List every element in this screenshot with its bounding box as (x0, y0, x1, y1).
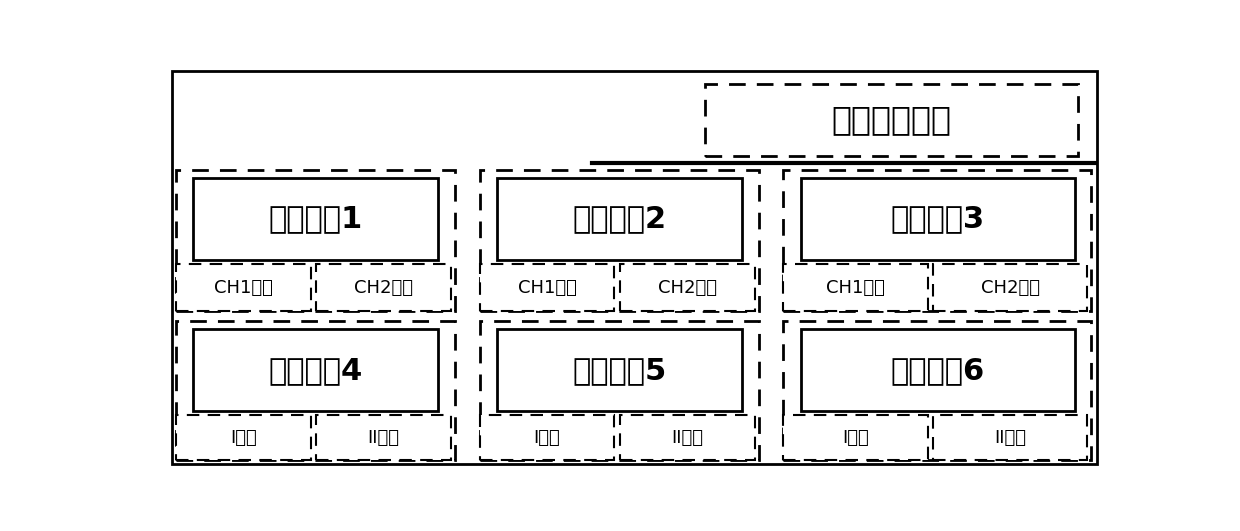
Text: II通道: II通道 (368, 429, 399, 447)
Bar (176, 264, 311, 311)
Text: CH1通道: CH1通道 (826, 279, 885, 297)
Bar (176, 170, 455, 311)
Text: CH2通道: CH2通道 (355, 279, 413, 297)
Bar (480, 321, 759, 460)
Text: CH1通道: CH1通道 (517, 279, 577, 297)
Text: 用户信息1: 用户信息1 (269, 204, 363, 234)
Bar (193, 178, 439, 260)
Text: 用户信息2: 用户信息2 (573, 204, 667, 234)
Text: 用户信息4: 用户信息4 (269, 356, 363, 385)
Bar (316, 264, 451, 311)
Bar (934, 415, 1087, 460)
Text: II通道: II通道 (994, 429, 1027, 447)
Text: 用户信息5: 用户信息5 (573, 356, 667, 385)
Text: II通道: II通道 (671, 429, 703, 447)
Text: CH1通道: CH1通道 (215, 279, 273, 297)
Bar (620, 264, 755, 311)
Bar (480, 264, 614, 311)
Bar (934, 264, 1087, 311)
Bar (176, 321, 455, 460)
Bar (784, 321, 1091, 460)
Text: I通道: I通道 (842, 429, 869, 447)
Bar (480, 170, 759, 311)
Bar (316, 415, 451, 460)
Bar (704, 84, 1078, 156)
Bar (497, 329, 743, 411)
Bar (176, 415, 311, 460)
Bar (497, 178, 743, 260)
Bar (801, 329, 1075, 411)
Bar (193, 329, 439, 411)
Text: I通道: I通道 (231, 429, 257, 447)
Text: 用户信息3: 用户信息3 (890, 204, 985, 234)
Bar (784, 170, 1091, 311)
Text: I通道: I通道 (533, 429, 560, 447)
Text: 搜索用户信息: 搜索用户信息 (831, 104, 951, 136)
Bar (480, 415, 614, 460)
Bar (784, 264, 928, 311)
Text: 用户信息6: 用户信息6 (890, 356, 985, 385)
Text: CH2通道: CH2通道 (981, 279, 1040, 297)
Bar (620, 415, 755, 460)
Bar (801, 178, 1075, 260)
Bar (784, 415, 928, 460)
Text: CH2通道: CH2通道 (658, 279, 717, 297)
